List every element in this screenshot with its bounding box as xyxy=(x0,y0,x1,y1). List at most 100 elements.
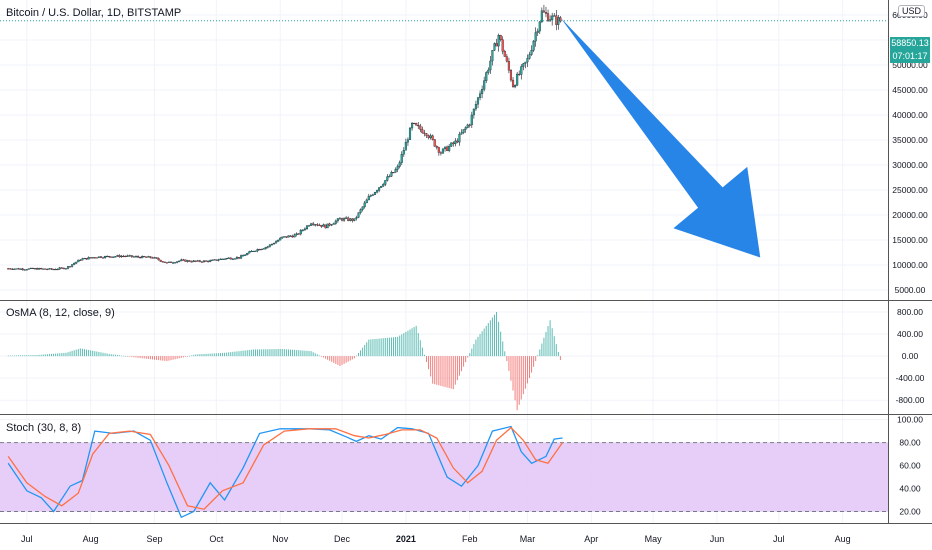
osma-bar xyxy=(116,355,118,357)
osma-bar xyxy=(368,339,370,357)
candle-body xyxy=(200,261,203,263)
osma-bar xyxy=(11,355,13,357)
y-tick-label: 5000.00 xyxy=(895,285,926,295)
osma-bar xyxy=(9,355,11,357)
osma-bar xyxy=(269,349,271,357)
osma-bar xyxy=(553,336,555,357)
osma-bar xyxy=(271,349,273,357)
candle-body xyxy=(202,260,206,263)
x-tick-label: Dec xyxy=(334,534,351,544)
candle-body xyxy=(511,79,515,88)
candle-body xyxy=(559,17,562,22)
candle-body xyxy=(180,259,183,262)
x-tick-label: May xyxy=(645,534,663,544)
candle-body xyxy=(215,259,218,261)
candle-body xyxy=(472,108,475,116)
osma-bar xyxy=(327,356,329,360)
osma-bar xyxy=(18,355,20,357)
y-tick-label: 60.00 xyxy=(899,461,921,471)
osma-bar xyxy=(26,355,28,357)
candle-body xyxy=(38,268,41,270)
candle-body xyxy=(81,258,84,261)
osma-bar xyxy=(337,356,339,365)
candle-body xyxy=(112,256,115,258)
osma-bar xyxy=(393,337,395,357)
candle-body xyxy=(338,218,342,220)
y-tick-label: 400.00 xyxy=(897,329,923,339)
osma-bar xyxy=(277,349,279,357)
osma-bar xyxy=(203,353,205,357)
candle-body xyxy=(433,139,436,147)
osma-bar xyxy=(215,353,217,357)
candle-body xyxy=(36,268,39,270)
osma-bar xyxy=(440,356,442,386)
osma-bar xyxy=(411,328,413,357)
candle-body xyxy=(126,255,129,257)
candle-body xyxy=(495,43,498,47)
osma-bar xyxy=(434,356,436,385)
candle-body xyxy=(468,124,471,126)
candle-body xyxy=(27,268,30,270)
candle-body xyxy=(281,236,284,239)
osma-bar xyxy=(156,356,158,360)
osma-bar xyxy=(529,356,531,379)
candle-body xyxy=(411,122,414,129)
osma-bar xyxy=(96,351,98,357)
candle-body xyxy=(413,122,416,125)
candle-body xyxy=(83,257,86,260)
candle-body xyxy=(349,218,352,221)
candle-body xyxy=(400,154,403,163)
candle-body xyxy=(40,268,43,270)
candle-body xyxy=(256,249,259,252)
osma-bar xyxy=(399,335,401,357)
candle-body xyxy=(97,256,100,258)
candle-body xyxy=(536,30,539,33)
candle-body xyxy=(207,260,210,262)
y-tick-label: 45000.00 xyxy=(892,85,928,95)
candle-body xyxy=(373,192,377,195)
candle-body xyxy=(258,249,261,251)
x-tick-label: Apr xyxy=(584,534,598,544)
currency-badge[interactable]: USD xyxy=(898,5,926,17)
osma-bar xyxy=(205,353,207,357)
candle-body xyxy=(233,258,236,260)
candle-body xyxy=(198,260,201,262)
osma-bar xyxy=(347,356,349,362)
candle-body xyxy=(277,239,280,242)
candle-body xyxy=(225,258,228,260)
osma-bar xyxy=(300,350,302,357)
osma-bar xyxy=(541,343,543,357)
candle-body xyxy=(130,255,133,257)
bar-countdown-tag: 07:01:17 xyxy=(890,50,930,63)
osma-bar xyxy=(123,355,125,357)
candle-body xyxy=(396,166,399,170)
osma-bar xyxy=(20,355,22,357)
candle-body xyxy=(73,263,76,265)
candle-body xyxy=(336,218,339,222)
osma-bar xyxy=(178,356,180,359)
osma-bar xyxy=(15,355,17,357)
candle-body xyxy=(303,228,306,231)
osma-bar xyxy=(386,337,388,357)
osma-bar xyxy=(240,350,242,357)
osma-bar xyxy=(83,349,85,357)
osma-bar xyxy=(333,356,335,363)
osma-bar xyxy=(252,349,254,357)
osma-bar xyxy=(421,347,423,357)
candle-body xyxy=(153,257,156,259)
osma-bar xyxy=(454,356,456,385)
candle-body xyxy=(15,268,18,270)
candle-body xyxy=(485,72,488,81)
candle-body xyxy=(301,229,304,231)
candle-body xyxy=(479,93,482,98)
osma-bar xyxy=(104,353,106,357)
osma-bar xyxy=(267,349,269,357)
candle-body xyxy=(470,114,473,126)
candle-body xyxy=(546,13,550,22)
osma-bar xyxy=(131,356,133,357)
stoch-pane-title: Stoch (30, 8, 8) xyxy=(6,422,82,434)
osma-bar xyxy=(164,356,166,361)
candle-body xyxy=(211,259,214,261)
osma-bar xyxy=(263,349,265,357)
